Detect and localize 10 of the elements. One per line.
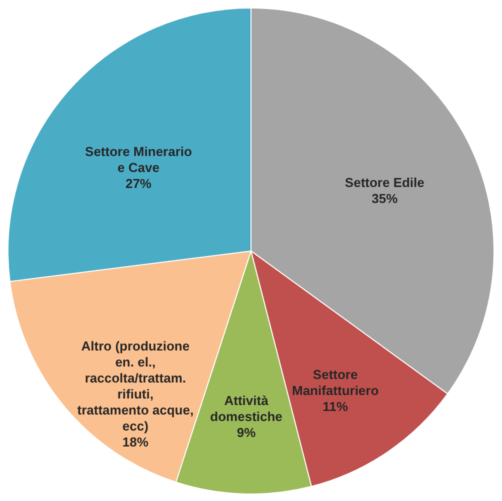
data-label: 27% (125, 176, 152, 191)
slice-label: Attività domestiche (210, 392, 282, 424)
data-label: 35% (372, 190, 398, 206)
slice-label: Settore Manifatturiero (292, 367, 379, 398)
data-label: 11% (322, 399, 348, 414)
data-label: 9% (236, 424, 256, 440)
slice-label: Settore Edile (344, 174, 424, 190)
slice-label: Settore Minerario e Cave (85, 144, 192, 175)
slice-label: Altro (produzione en. el., raccolta/trattam. rifiuti, trattamento acque, ecc) (77, 338, 194, 434)
data-label: 18% (122, 434, 149, 450)
